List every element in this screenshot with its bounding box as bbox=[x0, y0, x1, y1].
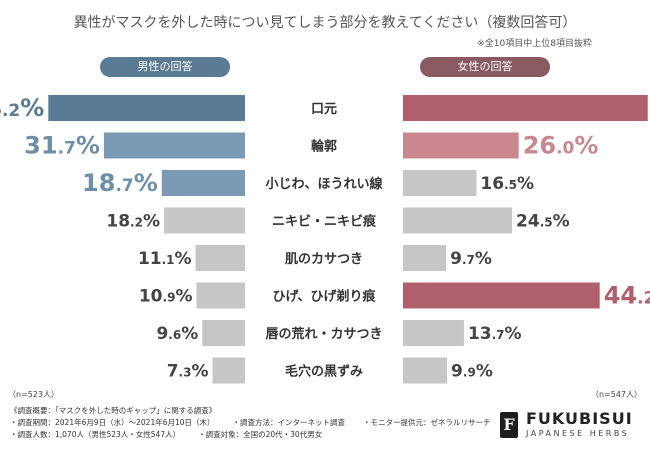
survey-method: ・調査方法：インターネット調査 bbox=[232, 418, 346, 427]
category-label-5: 肌のカサつき bbox=[285, 252, 363, 267]
male-value-label-3: 18.7% bbox=[82, 169, 158, 197]
female-bar-3 bbox=[403, 170, 477, 196]
female-bar-4 bbox=[403, 207, 513, 234]
female-value-label-5: 9.7% bbox=[450, 249, 492, 269]
category-label-1: 口元 bbox=[311, 102, 337, 117]
female-value-label-2: 26.0% bbox=[523, 132, 599, 160]
female-value-label-7: 13.7% bbox=[468, 324, 522, 344]
logo-name: FUKUBISUI bbox=[526, 409, 633, 428]
female-legend-pill: 女性の回答 bbox=[420, 57, 550, 77]
female-value-label-6: 44.2% bbox=[604, 282, 650, 310]
male-bar-3 bbox=[161, 170, 245, 196]
female-sample-size: （n=547人） bbox=[590, 390, 642, 399]
female-bar-1 bbox=[403, 95, 648, 121]
male-bar-6 bbox=[196, 282, 245, 309]
male-value-label-8: 7.3% bbox=[167, 362, 209, 382]
female-bar-2 bbox=[403, 132, 519, 159]
female-bar-7 bbox=[403, 320, 464, 346]
female-bar-6 bbox=[403, 282, 600, 309]
male-bar-8 bbox=[212, 357, 245, 384]
female-value-label-4: 24.5% bbox=[516, 212, 570, 232]
male-bar-4 bbox=[164, 207, 245, 234]
male-value-label-5: 11.1% bbox=[138, 249, 192, 269]
male-legend-pill: 男性の回答 bbox=[100, 57, 230, 77]
logo-mark-icon: F bbox=[500, 411, 518, 438]
male-value-label-2: 31.7% bbox=[24, 132, 100, 160]
survey-footer: 《調査概要：「マスクを外した時のギャップ」に関する調査》 ・調査期間：2021年… bbox=[10, 405, 491, 441]
survey-heading: 《調査概要：「マスクを外した時のギャップ」に関する調査》 bbox=[10, 406, 217, 415]
category-label-2: 輪郭 bbox=[311, 139, 337, 155]
category-label-3: 小じわ、ほうれい線 bbox=[265, 176, 383, 192]
chart-note: ※全10項目中上位8項目抜粋 bbox=[477, 39, 592, 49]
survey-period: ・調査期間：2021年6月9日（水）〜2021年6月10日（木） bbox=[10, 418, 215, 427]
chart-title: 異性がマスクを外した時につい見てしまう部分を教えてください（複数回答可） bbox=[73, 15, 577, 31]
male-value-label-7: 9.6% bbox=[156, 324, 198, 344]
female-value-label-8: 9.9% bbox=[451, 362, 493, 382]
male-value-label-4: 18.2% bbox=[106, 212, 160, 232]
female-bar-8 bbox=[403, 357, 448, 384]
category-label-7: 唇の荒れ・カサつき bbox=[265, 326, 382, 342]
male-bar-7 bbox=[202, 320, 245, 346]
logo-subtitle: JAPANESE HERBS bbox=[526, 429, 630, 438]
fukubisui-logo: F FUKUBISUI JAPANESE HERBS bbox=[500, 411, 633, 438]
male-value-label-1: 44.2% bbox=[0, 94, 44, 122]
bar-chart: 44.2%55.0%口元31.7%26.0%輪郭18.7%16.5%小じわ、ほう… bbox=[0, 94, 650, 384]
male-bar-5 bbox=[195, 245, 245, 271]
female-bar-5 bbox=[403, 245, 447, 271]
category-label-6: ひげ、ひげ剃り痕 bbox=[272, 289, 376, 305]
male-bar-2 bbox=[103, 132, 245, 159]
survey-provider: ・モニター提供元：ゼネラルリサーチ bbox=[363, 418, 491, 427]
male-bar-1 bbox=[48, 95, 246, 121]
survey-respondents: ・調査人数：1,070人（男性523人・女性547人） bbox=[10, 430, 181, 439]
category-label-4: ニキビ・ニキビ痕 bbox=[272, 214, 377, 230]
survey-target: ・調査対象：全国の20代・30代男女 bbox=[198, 430, 323, 439]
category-label-8: 毛穴の黒ずみ bbox=[285, 364, 363, 380]
female-value-label-3: 16.5% bbox=[480, 174, 534, 194]
male-value-label-6: 10.9% bbox=[139, 287, 193, 307]
male-sample-size: （n=523人） bbox=[8, 390, 60, 399]
